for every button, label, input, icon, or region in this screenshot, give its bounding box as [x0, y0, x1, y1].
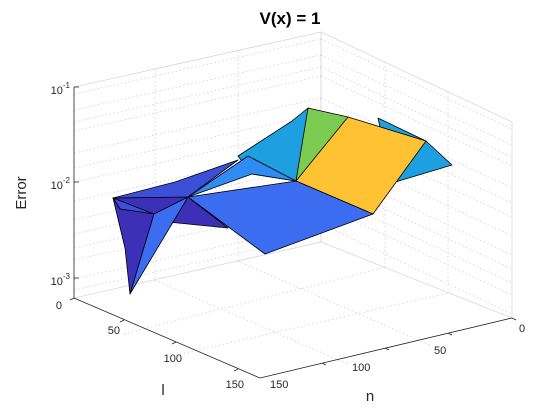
surface — [112, 107, 453, 295]
n-axis-label: n — [366, 388, 374, 405]
l-tick-label: 100 — [164, 353, 182, 365]
n-tick-label: 50 — [434, 345, 446, 357]
grid-right — [320, 38, 513, 315]
l-tick-label: 0 — [56, 300, 62, 312]
z-tick-label: 10-2 — [51, 176, 71, 192]
chart-title: V(x) = 1 — [260, 9, 321, 28]
n-tick-label: 100 — [352, 362, 370, 374]
l-axis: 0 50 100 150 l — [56, 297, 261, 399]
z-axis: 10-1 10-2 10-3 Error — [13, 81, 79, 298]
l-axis-label: l — [161, 382, 164, 399]
surface-face-blue-front — [187, 180, 374, 255]
n-axis: 0 50 100 150 n — [259, 317, 525, 405]
n-tick-label: 0 — [519, 323, 525, 335]
l-tick-label: 150 — [226, 379, 244, 391]
z-tick-label: 10-3 — [51, 272, 71, 288]
l-tick-label: 50 — [108, 325, 120, 337]
n-tick-label: 150 — [270, 379, 288, 391]
z-tick-label: 10-1 — [51, 81, 71, 97]
z-axis-label: Error — [13, 176, 30, 209]
surface-face-blue-spike — [129, 196, 189, 295]
